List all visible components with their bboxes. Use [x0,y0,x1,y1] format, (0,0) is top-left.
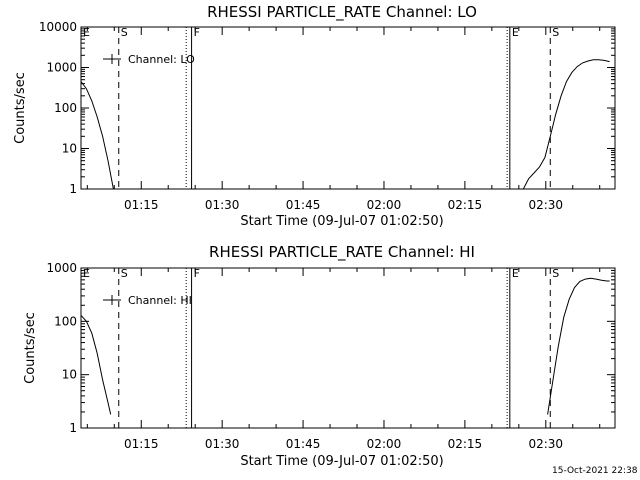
legend-label: Channel: HI [128,294,192,307]
chart-title: RHESSI PARTICLE_RATE Channel: LO [207,3,477,22]
x-tick-label: 01:45 [286,437,321,451]
marker-label: S [552,267,559,280]
legend-label: Channel: LO [128,53,195,66]
y-tick-label: 1000 [46,61,77,75]
legend: Channel: LO [103,53,195,66]
x-tick-label: 02:15 [448,437,483,451]
x-tick-label: 02:00 [367,198,402,212]
marker-label: S [552,26,559,39]
y-tick-label: 10000 [39,20,77,34]
plot-frame [80,26,616,190]
marker-label: F [194,267,200,280]
x-tick-label: 02:30 [528,437,563,451]
y-tick-label: 10 [62,368,77,382]
series [80,59,610,190]
chart-panel-1: RHESSI PARTICLE_RATE Channel: HI 1 10 100 10… [23,243,616,469]
marker-label: E [512,267,519,280]
x-tick-label: 02:15 [448,198,483,212]
x-tick-label: 01:30 [205,198,240,212]
y-tick-label: 100 [54,101,77,115]
series-line [547,277,610,415]
y-tick-label: 100 [54,314,77,328]
y-tick-label: 1 [69,182,77,196]
x-tick-label: 01:15 [124,198,159,212]
series-line [522,59,610,190]
plot-frame [80,267,616,429]
y-axis-label: Counts/sec [13,72,28,144]
y-axis: 1 10 100 1000 10000 [39,20,615,196]
chart-title: RHESSI PARTICLE_RATE Channel: HI [209,243,475,262]
series-line [80,81,114,190]
y-axis-label: Counts/sec [23,312,38,384]
x-tick-label: 02:30 [528,198,563,212]
marker-label: F [194,26,200,39]
x-tick-label: 01:45 [286,198,321,212]
y-tick-label: 1000 [46,261,77,275]
marker-label: E [83,267,90,280]
marker-label: S [121,267,128,280]
series-line [80,314,112,415]
footer-timestamp: 15-Oct-2021 22:38 [552,466,638,476]
x-tick-label: 02:00 [367,437,402,451]
marker-label: S [121,26,128,39]
chart-panel-0: RHESSI PARTICLE_RATE Channel: LO 1 10 100 10… [13,3,616,229]
x-axis: 01:15 01:30 01:45 02:00 02:15 02:30 [86,27,601,212]
y-tick-label: 10 [62,142,77,156]
x-tick-label: 01:30 [205,437,240,451]
marker-label: E [512,26,519,39]
y-axis: 1 10 100 1000 [46,261,615,435]
series [80,277,610,415]
x-axis-label: Start Time (09-Jul-07 01:02:50) [240,454,443,469]
x-tick-label: 01:15 [124,437,159,451]
y-tick-label: 1 [69,421,77,435]
x-axis: 01:15 01:30 01:45 02:00 02:15 02:30 [86,268,601,451]
marker-label: E [83,26,90,39]
legend: Channel: HI [103,294,192,307]
x-axis-label: Start Time (09-Jul-07 01:02:50) [240,214,443,229]
